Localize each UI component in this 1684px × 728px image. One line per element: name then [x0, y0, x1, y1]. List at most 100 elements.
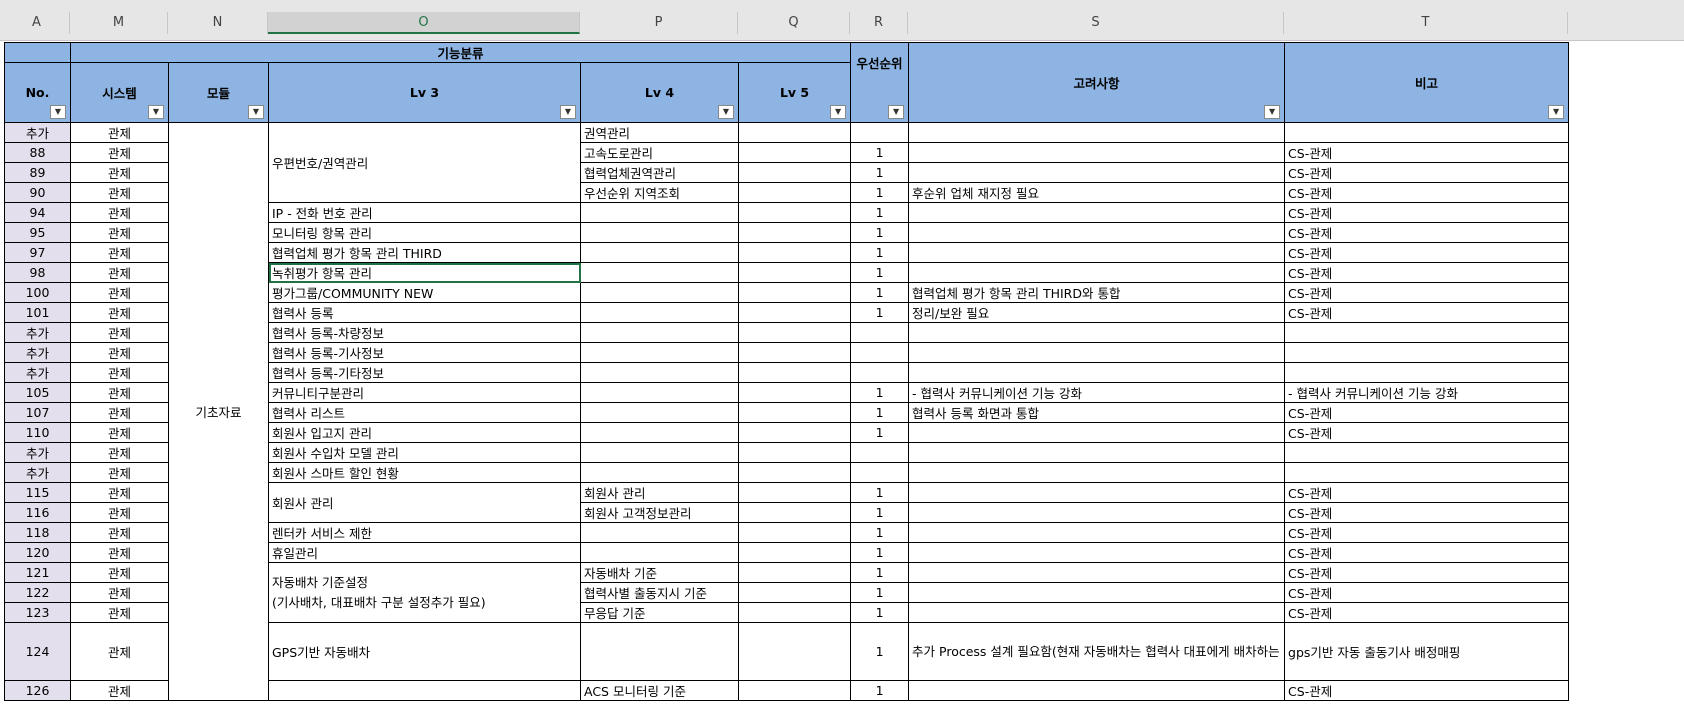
lv4-cell[interactable]: 고속도로관리	[580, 142, 739, 163]
system-cell[interactable]: 관제	[70, 680, 169, 701]
lv5-cell[interactable]	[737, 302, 852, 323]
system-cell[interactable]: 관제	[70, 342, 169, 363]
filter-dropdown-icon[interactable]: ▼	[1264, 105, 1281, 119]
header-module[interactable]: 모듈 ▼	[168, 62, 269, 123]
remarks-cell[interactable]: CS-관제	[1284, 422, 1570, 443]
row-no-cell[interactable]: 118	[4, 522, 71, 543]
considerations-cell[interactable]	[908, 482, 1286, 503]
system-cell[interactable]: 관제	[70, 602, 169, 623]
system-cell[interactable]: 관제	[70, 582, 169, 603]
priority-cell[interactable]	[850, 342, 910, 363]
row-no-cell[interactable]: 124	[4, 622, 71, 681]
priority-cell[interactable]	[850, 362, 910, 383]
row-no-cell[interactable]: 90	[4, 182, 71, 203]
row-no-cell[interactable]: 115	[4, 482, 71, 503]
priority-cell[interactable]: 1	[850, 680, 910, 701]
remarks-cell[interactable]: gps기반 자동 출동기사 배정매핑	[1284, 622, 1570, 681]
priority-cell[interactable]	[850, 442, 910, 463]
considerations-cell[interactable]	[908, 342, 1286, 363]
remarks-cell[interactable]: CS-관제	[1284, 222, 1570, 243]
row-no-cell[interactable]: 88	[4, 142, 71, 163]
considerations-cell[interactable]: 협력사 등록 화면과 통합	[908, 402, 1286, 423]
considerations-cell[interactable]: 추가 Process 설계 필요함(현재 자동배차는 협력사 대표에게 배차하는…	[908, 622, 1286, 681]
row-no-cell[interactable]: 126	[4, 680, 71, 701]
system-cell[interactable]: 관제	[70, 242, 169, 263]
lv5-cell[interactable]	[737, 162, 852, 183]
lv5-cell[interactable]	[737, 282, 852, 303]
priority-cell[interactable]: 1	[850, 502, 910, 523]
lv3-cell[interactable]: 휴일관리	[268, 542, 581, 563]
row-no-cell[interactable]: 123	[4, 602, 71, 623]
lv4-cell[interactable]	[580, 622, 739, 681]
lv3-cell[interactable]: 협력업체 평가 항목 관리 THIRD	[268, 242, 581, 263]
lv4-cell[interactable]	[580, 342, 739, 363]
lv5-cell[interactable]	[737, 182, 852, 203]
lv5-cell[interactable]	[737, 262, 852, 283]
header-lv3[interactable]: Lv 3 ▼	[268, 62, 581, 123]
lv5-cell[interactable]	[737, 582, 852, 603]
system-cell[interactable]: 관제	[70, 442, 169, 463]
column-letter-t[interactable]: T	[1284, 12, 1568, 34]
lv5-cell[interactable]	[737, 622, 852, 681]
remarks-cell[interactable]: CS-관제	[1284, 482, 1570, 503]
lv4-cell[interactable]	[580, 442, 739, 463]
row-no-cell[interactable]: 121	[4, 562, 71, 583]
priority-cell[interactable]: 1	[850, 162, 910, 183]
system-cell[interactable]: 관제	[70, 402, 169, 423]
system-cell[interactable]: 관제	[70, 362, 169, 383]
lv4-cell[interactable]	[580, 242, 739, 263]
column-letter-q[interactable]: Q	[738, 12, 850, 34]
system-cell[interactable]: 관제	[70, 422, 169, 443]
lv5-cell[interactable]	[737, 422, 852, 443]
row-no-cell[interactable]: 97	[4, 242, 71, 263]
considerations-cell[interactable]	[908, 242, 1286, 263]
row-no-cell[interactable]: 89	[4, 162, 71, 183]
lv4-cell[interactable]	[580, 222, 739, 243]
lv4-cell[interactable]: ACS 모니터링 기준	[580, 680, 739, 701]
system-cell[interactable]: 관제	[70, 262, 169, 283]
lv4-cell[interactable]	[580, 282, 739, 303]
considerations-cell[interactable]	[908, 602, 1286, 623]
lv5-cell[interactable]	[737, 222, 852, 243]
header-system[interactable]: 시스템 ▼	[70, 62, 169, 123]
system-cell[interactable]: 관제	[70, 182, 169, 203]
lv4-cell[interactable]	[580, 462, 739, 483]
considerations-cell[interactable]	[908, 502, 1286, 523]
considerations-cell[interactable]	[908, 202, 1286, 223]
filter-dropdown-icon[interactable]: ▼	[718, 105, 734, 119]
considerations-cell[interactable]	[908, 422, 1286, 443]
priority-cell[interactable]: 1	[850, 282, 910, 303]
row-no-cell[interactable]: 98	[4, 262, 71, 283]
row-no-cell[interactable]: 추가	[4, 362, 71, 383]
remarks-cell[interactable]: CS-관제	[1284, 302, 1570, 323]
lv5-cell[interactable]	[737, 602, 852, 623]
filter-dropdown-icon[interactable]: ▼	[1548, 105, 1565, 119]
column-letter-m[interactable]: M	[70, 12, 168, 34]
lv4-cell[interactable]	[580, 382, 739, 403]
considerations-cell[interactable]	[908, 362, 1286, 383]
remarks-cell[interactable]	[1284, 342, 1570, 363]
lv4-cell[interactable]: 회원사 관리	[580, 482, 739, 503]
remarks-cell[interactable]: - 협력사 커뮤니케이션 기능 강화	[1284, 382, 1570, 403]
column-letter-s[interactable]: S	[908, 12, 1284, 34]
lv4-cell[interactable]: 무응답 기준	[580, 602, 739, 623]
lv3-cell[interactable]: 협력사 리스트	[268, 402, 581, 423]
remarks-cell[interactable]: CS-관제	[1284, 602, 1570, 623]
considerations-cell[interactable]	[908, 322, 1286, 343]
row-no-cell[interactable]: 추가	[4, 342, 71, 363]
lv4-cell[interactable]	[580, 422, 739, 443]
system-cell[interactable]: 관제	[70, 542, 169, 563]
priority-cell[interactable]: 1	[850, 222, 910, 243]
module-cell[interactable]: 기초자료	[168, 122, 269, 701]
lv4-cell[interactable]: 자동배차 기준	[580, 562, 739, 583]
row-no-cell[interactable]: 추가	[4, 322, 71, 343]
remarks-cell[interactable]	[1284, 462, 1570, 483]
considerations-cell[interactable]	[908, 462, 1286, 483]
lv5-cell[interactable]	[737, 562, 852, 583]
header-considerations[interactable]: 고려사항 ▼	[908, 42, 1286, 123]
header-no[interactable]: No. ▼	[4, 62, 71, 123]
priority-cell[interactable]: 1	[850, 182, 910, 203]
considerations-cell[interactable]	[908, 522, 1286, 543]
remarks-cell[interactable]: CS-관제	[1284, 202, 1570, 223]
priority-cell[interactable]: 1	[850, 262, 910, 283]
